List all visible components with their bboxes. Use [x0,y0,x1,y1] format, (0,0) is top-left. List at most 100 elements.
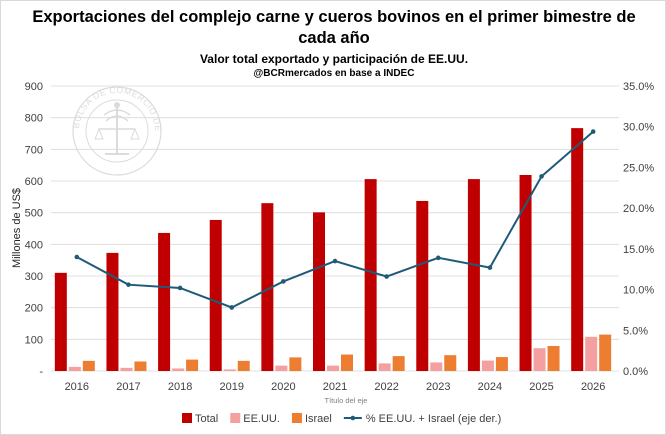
y-tick-label: 900 [25,81,43,93]
y2-tick-label: 10.0% [623,285,654,297]
line-point-2020 [281,279,286,284]
line-point-2022 [384,274,389,279]
bar-total-2017 [106,252,119,371]
line-point-2017 [126,282,131,287]
bar-ee-uu--2025 [533,348,546,371]
bar-israel-2022 [392,356,405,371]
legend-label: EE.UU. [243,413,280,425]
y-tick-label: 700 [25,144,43,156]
y-tick-label: - [39,366,43,378]
x-tick-label: 2021 [323,381,347,393]
legend-label: % EE.UU. + Israel (eje der.) [366,413,501,425]
x-tick-label: 2017 [116,381,140,393]
chart-title: Exportaciones del complejo carne y cuero… [1,7,665,49]
bar-ee-uu--2020 [275,365,288,371]
y2-tick-label: 25.0% [623,162,654,174]
bar-ee-uu--2023 [430,362,443,371]
bar-total-2021 [313,212,325,371]
bar-israel-2023 [444,355,457,371]
legend-item-ee-uu-: EE.UU. [230,413,280,425]
legend-item--ee-uu-israel-eje-der-: % EE.UU. + Israel (eje der.) [343,413,501,425]
line-point-2025 [539,174,544,179]
bar-ee-uu--2016 [68,366,81,371]
legend: Total EE.UU. Israel % EE.UU. + Israel (eje … [182,413,501,425]
legend-item-israel: Israel [291,413,332,425]
bar-total-2026 [571,128,584,371]
legend-label: Total [195,413,218,425]
bar-israel-2016 [82,360,95,371]
bar-total-2020 [261,203,274,371]
line-point-2018 [177,285,183,291]
legend-label: Israel [305,413,332,425]
x-tick-label: 2018 [168,381,192,393]
y2-tick-label: 20.0% [623,203,654,215]
x-tick-label: 2020 [271,381,295,393]
bar-ee-uu--2024 [481,360,494,371]
line-point-2016 [74,254,80,260]
y2-tick-label: 30.0% [623,122,654,134]
line-point-2024 [487,265,493,270]
y-axis-label: Millones de US$ [11,188,23,268]
x-tick-label: 2016 [65,381,89,393]
line-point-2023 [435,255,441,261]
gridlines [51,85,619,372]
chart-subtitle: Valor total exportado y participación de… [199,52,469,66]
y-axis-right-ticks: 0.0% 5.0% 10.0% 15.0% 20.0% 25.0% 30.0% 35.0% [623,81,654,378]
bar-total-2016 [54,272,67,371]
bar-israel-2024 [495,357,508,371]
bar-israel-2018 [186,359,199,371]
legend-swatch [182,413,192,423]
legend-item-total: Total [182,413,218,425]
chart-source: @BCRmercados en base a INDEC [253,68,415,79]
y2-tick-label: 35.0% [623,81,654,93]
bar-total-2019 [209,219,222,371]
x-tick-label: 2019 [219,381,243,393]
y2-tick-label: 15.0% [623,244,654,256]
legend-marker [350,415,356,421]
bar-israel-2025 [547,345,560,371]
x-tick-label: 2023 [426,381,450,393]
chart-title-line-1: Exportaciones del complejo carne y cuero… [32,8,636,26]
legend-swatch [291,413,302,423]
bar-ee-uu--2017 [120,367,133,371]
x-tick-label: 2025 [529,381,553,393]
bar-ee-uu--2018 [172,368,185,371]
line-point-2019 [229,305,235,310]
x-axis-ticks: 2016 2017 2018 2019 2020 2021 2022 2023 2024 2025… [65,381,606,393]
bar-ee-uu--2026 [585,336,598,371]
bar-israel-2021 [341,354,353,371]
x-tick-label: 2022 [374,381,398,393]
y-tick-label: 200 [25,303,43,315]
bar-total-2024 [467,179,480,371]
bar-total-2025 [519,174,532,371]
y-tick-label: 500 [25,208,43,220]
bar-israel-2019 [237,360,250,371]
y-tick-label: 300 [25,271,43,283]
x-tick-label: 2026 [581,381,605,393]
y2-tick-label: 0.0% [623,366,648,378]
bar-total-2022 [364,179,377,371]
y-tick-label: 600 [25,176,43,188]
x-axis-label: Título del eje [325,396,368,405]
bars [54,128,612,371]
y-axis-left-ticks: - 100 200 300 400 500 600 700 800 900 [25,81,44,378]
bar-israel-2020 [289,357,302,371]
bar-israel-2017 [134,361,147,371]
line-pct-eeuu-israel [76,130,594,309]
line-series [74,129,596,310]
legend-swatch [230,413,241,423]
y-tick-label: 800 [25,113,43,125]
bar-total-2023 [416,200,429,371]
y-tick-label: 100 [25,334,43,346]
bar-ee-uu--2022 [378,363,391,371]
line-point-2026 [590,129,596,134]
bar-total-2018 [158,232,171,371]
x-tick-label: 2024 [478,381,502,393]
bar-ee-uu--2019 [223,369,236,371]
bar-israel-2026 [599,334,612,371]
chart-title-line-2: cada año [298,29,370,47]
y-tick-label: 400 [25,239,43,251]
line-point-2021 [332,258,338,264]
